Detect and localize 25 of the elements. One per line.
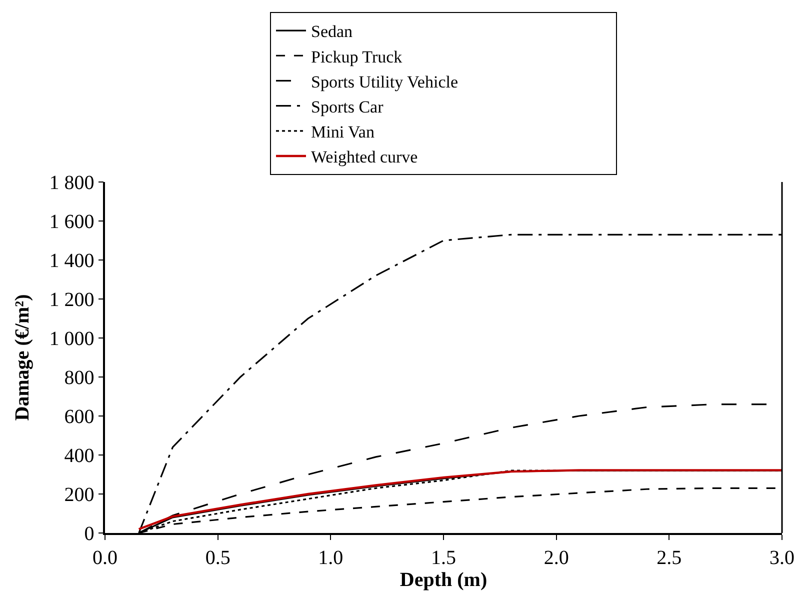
legend-label: Sports Car xyxy=(311,97,384,116)
legend-label: Pickup Truck xyxy=(311,47,403,66)
x-tick-label: 0.5 xyxy=(205,546,230,569)
x-tick-label: 0.0 xyxy=(92,546,118,569)
y-tick-label: 800 xyxy=(64,367,94,389)
y-tick-label: 1 600 xyxy=(49,211,94,233)
y-tick-label: 1 400 xyxy=(49,250,94,272)
y-tick-label: 0 xyxy=(84,523,94,545)
y-axis-title: Damage (€/m²) xyxy=(11,294,34,421)
x-tick-label: 1.0 xyxy=(318,546,344,569)
y-tick-label: 400 xyxy=(64,445,94,467)
x-tick-label: 3.0 xyxy=(770,546,794,569)
y-tick-label: 1 800 xyxy=(49,172,94,194)
legend-label: Sedan xyxy=(311,22,354,42)
x-tick-label: 2.0 xyxy=(544,546,569,569)
legend-label: Mini Van xyxy=(311,122,375,142)
y-tick-label: 200 xyxy=(64,484,94,506)
x-tick-label: 1.5 xyxy=(431,546,456,569)
x-axis-title: Depth (m) xyxy=(400,568,488,591)
x-tick-label: 2.5 xyxy=(656,546,682,569)
y-tick-label: 1 000 xyxy=(49,328,94,350)
y-tick-label: 1 200 xyxy=(49,289,94,311)
legend-label: Weighted curve xyxy=(311,148,418,167)
y-tick-label: 600 xyxy=(64,406,94,428)
legend-label: Sports Utility Vehicle xyxy=(311,72,458,92)
